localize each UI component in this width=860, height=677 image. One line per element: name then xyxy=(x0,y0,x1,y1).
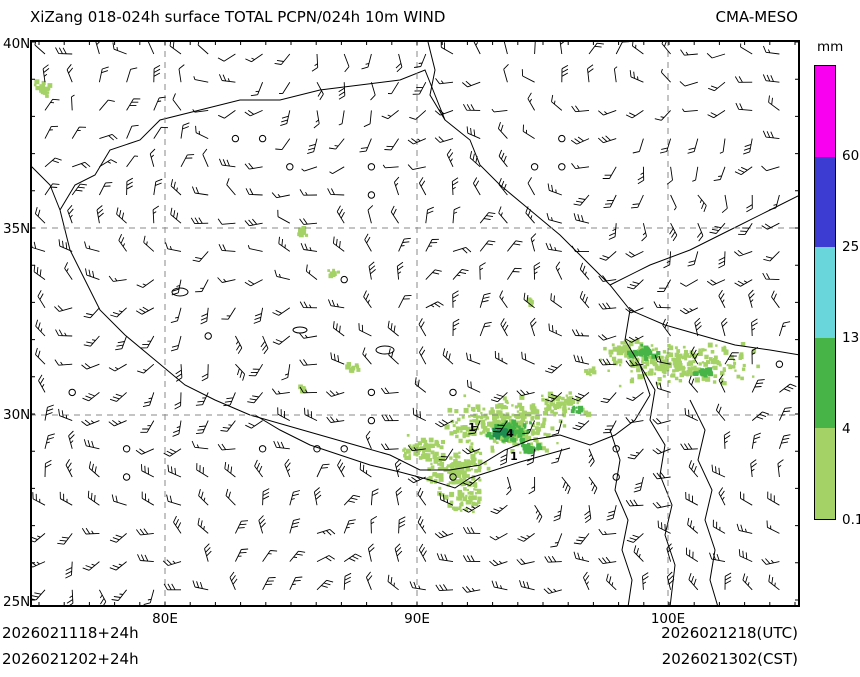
lat-label-30n: 30N xyxy=(3,407,31,423)
lat-label-35n: 35N xyxy=(3,221,31,237)
colorbar xyxy=(814,65,836,520)
lat-label-25n: 25N xyxy=(3,594,31,610)
init-time-line-1: 2026021118+24h xyxy=(2,624,139,642)
colorbar-unit: mm xyxy=(817,39,844,55)
valid-time-utc: 2026021218(UTC) xyxy=(661,624,798,642)
colorbar-segment-13-25 xyxy=(815,247,835,338)
lat-label-40n: 40N xyxy=(3,36,31,52)
colorbar-segment-4-13 xyxy=(815,337,835,429)
valid-time-cst: 2026021302(CST) xyxy=(661,650,798,668)
colorbar-segment-25-60 xyxy=(815,156,835,248)
lon-label-100e: 100E xyxy=(650,611,686,627)
colorbar-tick-13: 13 xyxy=(842,330,860,346)
model-label: CMA-MESO xyxy=(715,8,798,26)
colorbar-segment-above-60 xyxy=(815,66,835,157)
map-graphics xyxy=(30,40,800,607)
precip-contour-label: 1 xyxy=(468,421,476,434)
lon-label-90e: 90E xyxy=(404,611,430,627)
precip-contour-label: 4 xyxy=(506,427,514,440)
colorbar-tick-25: 25 xyxy=(842,239,860,255)
lon-label-80e: 80E xyxy=(152,611,178,627)
colorbar-segment-01-4 xyxy=(815,428,835,519)
precip-contour-label: 1 xyxy=(510,450,518,463)
colorbar-tick-01: 0.1 xyxy=(842,512,860,528)
page-title: XiZang 018-024h surface TOTAL PCPN/024h … xyxy=(30,8,446,26)
init-time-line-2: 2026021202+24h xyxy=(2,650,139,668)
map-plot: 1 4 1 xyxy=(30,40,800,607)
colorbar-tick-60: 60 xyxy=(842,148,860,164)
colorbar-tick-4: 4 xyxy=(842,421,851,437)
